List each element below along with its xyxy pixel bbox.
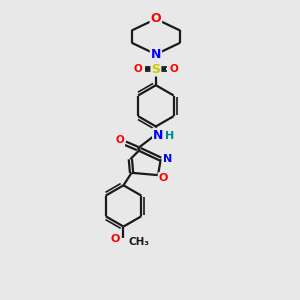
Text: O: O <box>169 64 178 74</box>
Text: O: O <box>116 135 124 145</box>
Text: O: O <box>159 173 168 183</box>
Text: N: N <box>153 129 164 142</box>
Text: O: O <box>111 234 120 244</box>
Text: N: N <box>163 154 172 164</box>
Text: S: S <box>152 62 160 76</box>
Text: CH₃: CH₃ <box>129 237 150 247</box>
Text: H: H <box>164 131 174 142</box>
Text: O: O <box>151 13 161 26</box>
Text: N: N <box>151 48 161 61</box>
Text: O: O <box>134 64 142 74</box>
